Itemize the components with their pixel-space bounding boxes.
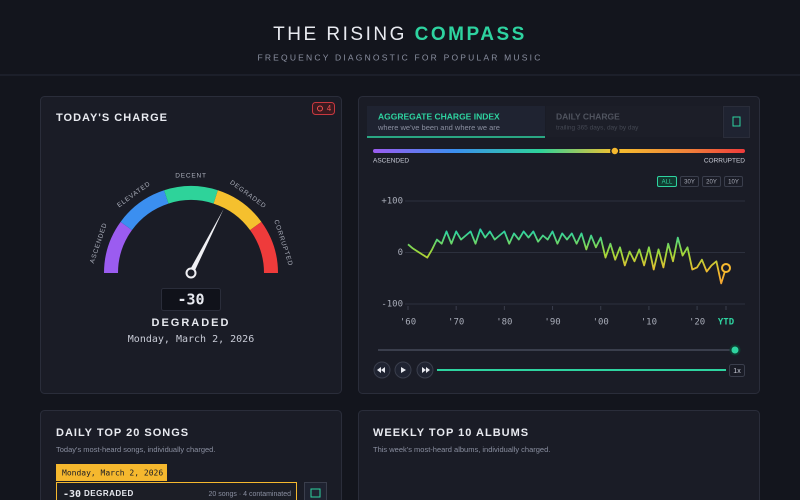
x-tick-label: YTD: [718, 318, 735, 328]
title: THE RISING COMPASS: [273, 24, 527, 45]
gauge-arc: [104, 221, 133, 274]
range-button[interactable]: [724, 176, 743, 187]
tab-inactive[interactable]: [546, 106, 722, 137]
range-button[interactable]: [702, 176, 721, 187]
panel-title: DAILY TOP 20 SONGS: [56, 427, 189, 439]
alert-count: 4: [327, 104, 332, 113]
gauge-needle: [188, 208, 224, 275]
songs-value: -30: [63, 489, 81, 500]
index-line: [407, 228, 727, 285]
range-button[interactable]: [680, 176, 699, 187]
tab-active[interactable]: [367, 106, 545, 137]
panel-subtitle: Today's most-heard songs, individually c…: [56, 445, 215, 454]
y-tick-label: +100: [381, 197, 403, 207]
speed-button[interactable]: [729, 364, 745, 377]
title-main: THE RISING: [273, 24, 407, 45]
current-point: [721, 262, 731, 273]
gauge-arc: [213, 190, 262, 231]
spectrum-label: CORRUPTED: [704, 158, 745, 165]
tab-title: AGGREGATE CHARGE INDEX: [378, 111, 500, 121]
albums-panel: [358, 410, 760, 500]
gauge-label: DECENT: [175, 173, 207, 180]
songs-summary: 20 songs · 4 contaminated: [209, 491, 292, 498]
charge-date: Monday, March 2, 2026: [128, 334, 254, 345]
range-button[interactable]: [657, 176, 677, 187]
value-box: [161, 288, 221, 311]
range-label: 20Y: [706, 180, 717, 186]
gauge-arc: [164, 186, 218, 204]
speed-label: 1x: [733, 368, 741, 375]
scrubber-knob[interactable]: [729, 344, 741, 356]
calendar-icon: [310, 488, 321, 498]
songs-row[interactable]: [56, 482, 297, 500]
spectrum-label: ASCENDED: [373, 158, 409, 165]
charge-status: DEGRADED: [152, 317, 231, 329]
title-accent: COMPASS: [415, 24, 527, 45]
date-tag-text: Monday, March 2, 2026: [62, 469, 163, 478]
rewind-icon: [377, 367, 385, 373]
x-tick-label: '80: [496, 318, 512, 328]
index-panel: [358, 96, 760, 394]
gauge-hub: [185, 267, 197, 279]
x-tick-label: '90: [544, 318, 560, 328]
x-tick-label: '00: [593, 318, 609, 328]
x-tick-label: '20: [689, 318, 705, 328]
y-tick-label: -100: [381, 300, 403, 310]
forward-icon: [422, 367, 430, 373]
y-tick-label: 0: [398, 248, 403, 258]
range-buttons: ALL 30Y 20Y 10Y: [657, 176, 743, 187]
x-tick-label: '70: [448, 318, 464, 328]
calendar-icon: [732, 116, 741, 127]
charge-value: -30: [177, 291, 204, 309]
line-chart: +100 0 -100 '60 '70 '80 '90 '00 '10 '20 YTD: [381, 197, 745, 328]
spectrum-bar: [373, 149, 745, 153]
calendar-button[interactable]: [723, 106, 750, 138]
tab-subtitle: trailing 365 days, day by day: [556, 125, 639, 132]
panel-title: TODAY'S CHARGE: [56, 112, 168, 124]
calendar-button[interactable]: [304, 482, 327, 500]
play-icon: [401, 367, 406, 373]
subtitle: FREQUENCY DIAGNOSTIC FOR POPULAR MUSIC: [257, 52, 542, 62]
range-label: 30Y: [684, 180, 695, 186]
tab-subtitle: where we've been and where we are: [377, 123, 500, 132]
songs-status: DEGRADED: [84, 489, 134, 498]
spectrum-marker: [610, 146, 620, 156]
gauge-arc: [120, 190, 169, 231]
alert-icon: [317, 105, 323, 112]
date-tag: [56, 464, 167, 481]
x-tick-label: '60: [400, 318, 416, 328]
gauge-arc: [249, 221, 278, 274]
tab-title: DAILY CHARGE: [556, 111, 620, 121]
charge-panel: [40, 96, 342, 394]
panel-title: WEEKLY TOP 10 ALBUMS: [373, 427, 529, 439]
range-label: 10Y: [728, 180, 739, 186]
panel-subtitle: This week's most-heard albums, individua…: [373, 445, 550, 454]
alert-badge[interactable]: [312, 102, 335, 115]
range-label: ALL: [662, 180, 673, 186]
x-tick-label: '10: [641, 318, 657, 328]
